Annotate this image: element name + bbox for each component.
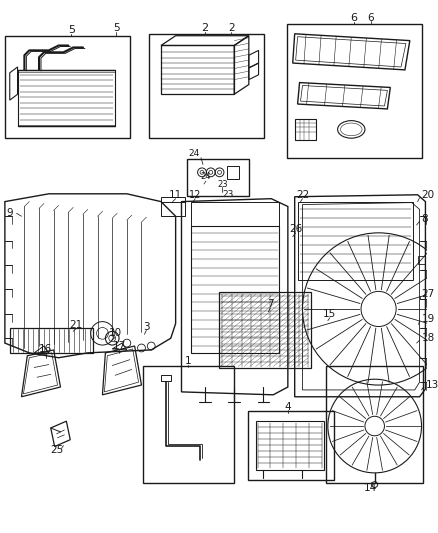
Bar (149, 34, 265, 138)
Text: 19: 19 (421, 314, 435, 324)
Bar (191, 226, 279, 353)
Text: 14: 14 (364, 483, 378, 494)
Bar (191, 201, 279, 226)
Text: 15: 15 (323, 309, 336, 319)
Text: 4: 4 (285, 401, 291, 411)
Bar (297, 201, 413, 280)
Bar (326, 366, 424, 483)
Text: 18: 18 (421, 333, 435, 343)
Text: 24: 24 (201, 172, 211, 181)
Text: 17: 17 (113, 341, 126, 351)
Text: 5: 5 (68, 25, 75, 35)
Text: 9: 9 (7, 208, 14, 219)
Bar (219, 293, 311, 368)
Text: 3: 3 (143, 321, 150, 332)
Text: 2: 2 (201, 23, 208, 33)
Bar (295, 119, 316, 140)
Text: 25: 25 (50, 446, 63, 455)
Text: 23: 23 (223, 190, 234, 199)
Text: 11: 11 (169, 190, 182, 200)
Bar (417, 256, 425, 264)
Text: 5: 5 (113, 23, 120, 33)
Bar (227, 166, 239, 179)
Bar (248, 411, 334, 480)
Text: 7: 7 (267, 299, 274, 309)
Bar (161, 197, 185, 216)
Text: 21: 21 (70, 320, 83, 329)
Bar (18, 70, 115, 126)
Text: 16: 16 (39, 344, 53, 354)
Text: 24: 24 (188, 149, 200, 158)
Text: 22: 22 (296, 190, 309, 200)
Bar (256, 421, 324, 470)
Bar (187, 159, 249, 196)
Bar (10, 328, 93, 353)
Bar (287, 24, 421, 158)
Text: 2: 2 (228, 23, 235, 33)
Text: 27: 27 (421, 289, 435, 300)
Text: 6: 6 (351, 13, 358, 23)
Text: 10: 10 (109, 328, 122, 338)
Bar (143, 366, 234, 483)
Text: 1: 1 (185, 356, 192, 366)
Bar (5, 36, 130, 138)
Text: 26: 26 (289, 224, 302, 234)
Text: 20: 20 (421, 190, 434, 200)
Text: 13: 13 (425, 380, 438, 390)
Text: 23: 23 (217, 180, 228, 189)
Text: 8: 8 (421, 214, 428, 224)
Text: 12: 12 (189, 190, 201, 200)
Text: 6: 6 (367, 13, 374, 23)
